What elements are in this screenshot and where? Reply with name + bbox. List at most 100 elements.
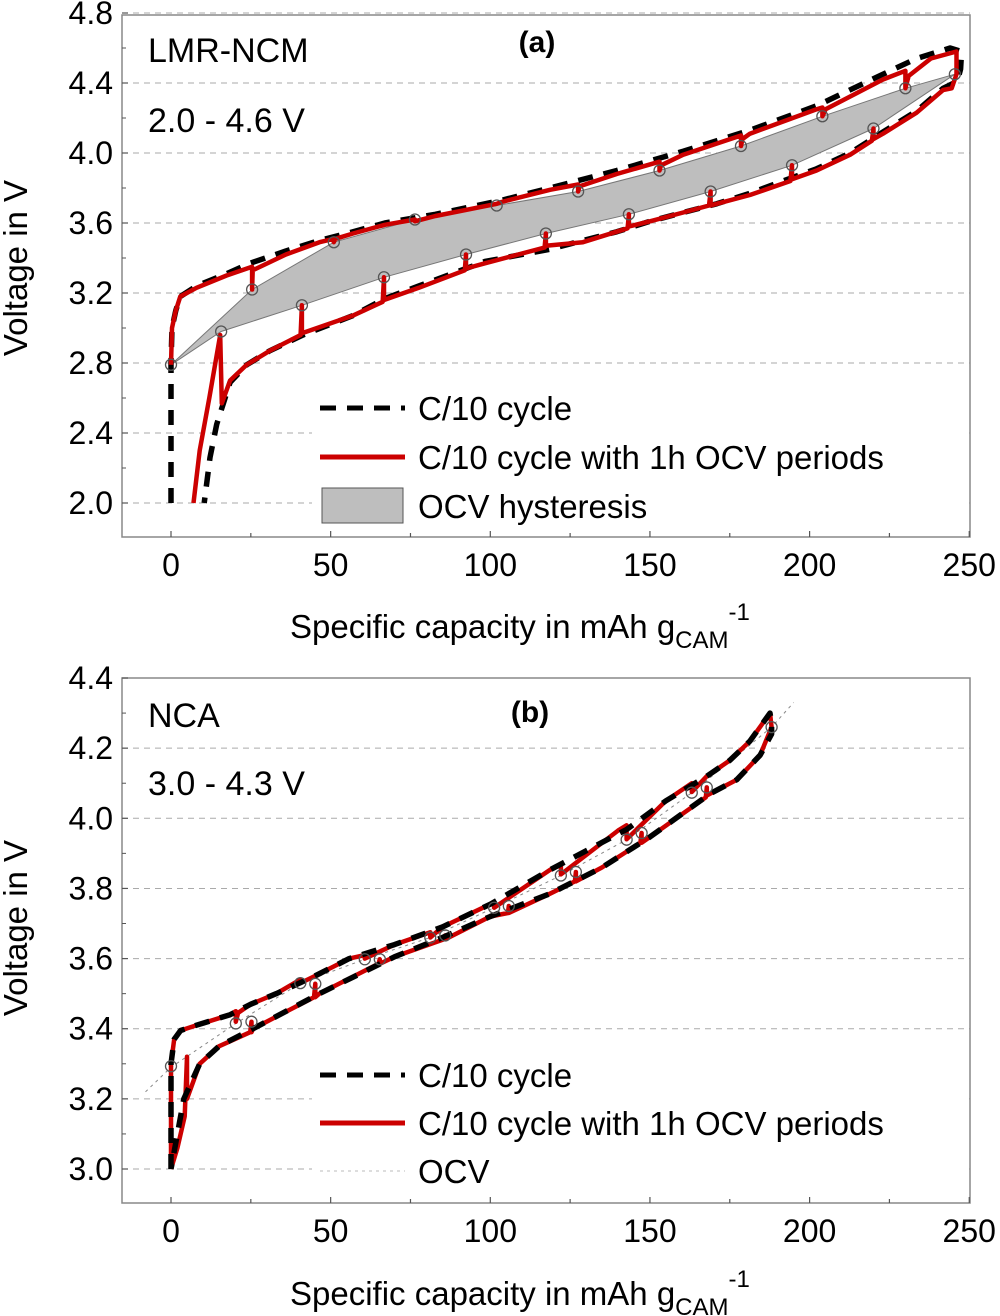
y-tick-label: 4.4 xyxy=(69,65,113,101)
material-label-a: LMR-NCM xyxy=(148,32,309,70)
y-tick-label: 3.2 xyxy=(69,1081,113,1117)
legend-background xyxy=(312,1052,967,1198)
x-axis-label-sup: -1 xyxy=(729,1266,750,1293)
ocv-point xyxy=(490,199,503,212)
ocv-point xyxy=(309,977,322,990)
legend-swatch-hysteresis xyxy=(321,487,404,524)
ocv-point xyxy=(358,953,371,966)
ocv-point xyxy=(765,720,778,734)
x-tick-label: 100 xyxy=(464,547,517,583)
y-tick-label: 4.0 xyxy=(69,800,113,836)
x-tick-label: 50 xyxy=(313,547,349,583)
series-c10-ocv-periods xyxy=(168,49,959,504)
ocv-point xyxy=(622,208,636,221)
x-tick-label: 150 xyxy=(623,547,676,583)
x-tick-label: 250 xyxy=(943,1213,996,1249)
ocv-point xyxy=(554,869,568,882)
legend-a: C/10 cycle C/10 cycle with 1h OCV period… xyxy=(312,386,967,532)
ocv-point xyxy=(569,865,583,879)
ocv-point xyxy=(214,325,228,338)
x-tick-label: 100 xyxy=(464,1213,517,1249)
legend-label-c10: C/10 cycle xyxy=(418,1057,572,1094)
material-label-b: NCA xyxy=(148,697,220,735)
ocv-point xyxy=(408,213,422,226)
marks-b xyxy=(145,702,794,1170)
x-axis-label-b: Specific capacity in mAh gCAM-1 xyxy=(290,1266,750,1316)
ocv-point xyxy=(571,185,585,198)
legend-label-c10: C/10 cycle xyxy=(418,390,572,427)
y-tick-label: 3.8 xyxy=(69,870,113,906)
y-tick-label: 3.6 xyxy=(69,205,113,241)
legend-label-ocv-periods: C/10 cycle with 1h OCV periods xyxy=(418,439,884,476)
ocv-point xyxy=(377,271,391,284)
y-axis-label-a: Voltage in V xyxy=(0,180,34,356)
ocv-point xyxy=(816,110,829,123)
panel-label-b: (b) xyxy=(511,696,549,729)
ocv-point xyxy=(373,953,386,966)
chart-b: C/10 cycle C/10 cycle with 1h OCV period… xyxy=(0,660,996,1316)
x-axis-label-sup: -1 xyxy=(729,599,750,626)
ocv-point xyxy=(245,1015,258,1028)
x-tick-label: 50 xyxy=(313,1213,349,1249)
ocv-point xyxy=(459,248,473,261)
x-tick-label: 0 xyxy=(162,547,180,583)
x-axis-label-sub: CAM xyxy=(675,627,728,654)
x-axis-label-sub: CAM xyxy=(675,1294,728,1316)
y-tick-label: 3.6 xyxy=(69,941,113,977)
y-tick-label: 2.8 xyxy=(69,345,113,381)
ocv-point xyxy=(867,122,880,135)
legend-b: C/10 cycle C/10 cycle with 1h OCV period… xyxy=(312,1052,967,1198)
y-tick-label: 4.8 xyxy=(69,0,113,31)
y-axis-label-b: Voltage in V xyxy=(0,840,34,1016)
ocv-point xyxy=(164,1060,178,1073)
x-axis-label-a: Specific capacity in mAh gCAM-1 xyxy=(290,599,750,654)
x-tick-label: 250 xyxy=(943,547,996,583)
y-tick-label: 4.2 xyxy=(69,730,113,766)
ticks-b: 3.0 3.2 3.4 3.6 3.8 4.0 4.2 4.4 0 50 100 150 200 250 xyxy=(69,660,996,1249)
x-tick-label: 200 xyxy=(783,547,836,583)
x-tick-label: 200 xyxy=(783,1213,836,1249)
ocv-point xyxy=(164,358,178,371)
y-tick-label: 3.4 xyxy=(69,1011,113,1047)
chart-a: C/10 cycle C/10 cycle with 1h OCV period… xyxy=(0,0,996,654)
ocv-point xyxy=(439,929,452,942)
ocv-point xyxy=(704,185,717,198)
legend-background xyxy=(312,386,967,532)
ocv-point xyxy=(229,1017,242,1030)
ocv-point xyxy=(700,781,713,794)
y-tick-label: 4.0 xyxy=(69,135,113,171)
y-tick-label: 4.4 xyxy=(69,660,113,696)
voltage-range-b: 3.0 - 4.3 V xyxy=(148,765,305,803)
ticks-a: 2.0 2.4 2.8 3.2 3.6 4.0 4.4 4.8 0 50 100 150 200 250 xyxy=(69,0,996,583)
y-tick-label: 3.2 xyxy=(69,275,113,311)
panel-label-a: (a) xyxy=(519,26,556,59)
ocv-point xyxy=(327,236,340,249)
series-c10-cycle xyxy=(168,45,965,504)
y-tick-label: 3.0 xyxy=(69,1151,113,1187)
ocv-point xyxy=(734,139,748,153)
ocv-point xyxy=(948,68,962,81)
ocv-point xyxy=(785,159,799,172)
ocv-point xyxy=(620,833,633,846)
x-axis-label-main: Specific capacity in mAh g xyxy=(290,608,675,645)
ocv-point xyxy=(502,899,515,913)
x-tick-label: 0 xyxy=(162,1213,180,1249)
legend-label-ocv: OCV xyxy=(418,1153,490,1190)
plot-frame-a xyxy=(121,14,971,538)
ocv-point xyxy=(635,826,648,840)
y-tick-label: 2.0 xyxy=(69,485,113,521)
ocv-point xyxy=(295,299,309,312)
series-c10-cycle xyxy=(168,710,775,1170)
ocv-point xyxy=(539,227,553,240)
legend-label-ocv-periods: C/10 cycle with 1h OCV periods xyxy=(418,1105,884,1142)
x-tick-label: 150 xyxy=(623,1213,676,1249)
ocv-point xyxy=(294,976,307,990)
ocv-point xyxy=(245,283,259,296)
marks-a xyxy=(164,45,965,504)
voltage-range-a: 2.0 - 4.6 V xyxy=(148,102,305,140)
ocv-point xyxy=(653,164,666,177)
ocv-point xyxy=(424,931,437,944)
ocv-point xyxy=(685,786,698,799)
plot-frame-b xyxy=(121,677,971,1204)
